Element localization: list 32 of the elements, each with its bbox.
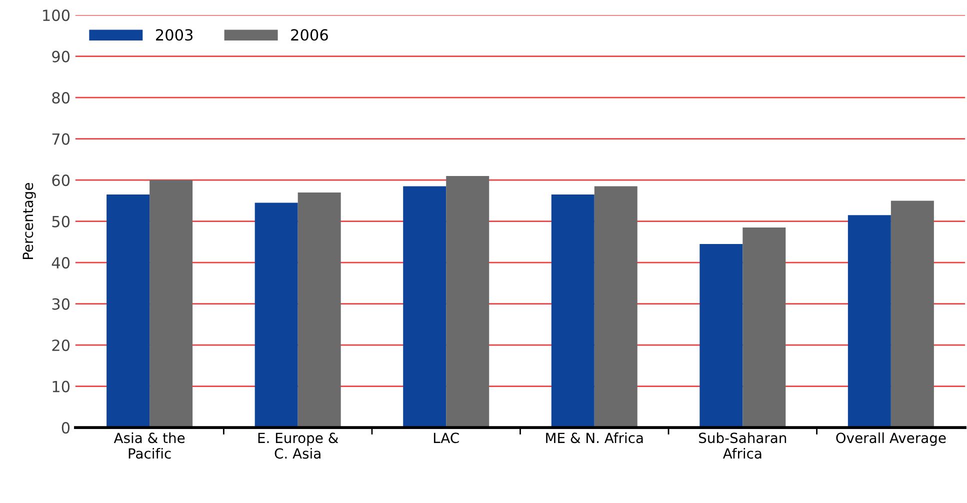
bar xyxy=(446,176,490,428)
y-tick-label: 50 xyxy=(52,216,70,228)
y-tick-label: 30 xyxy=(52,298,70,310)
x-tick-label: ME & N. Africa xyxy=(546,432,643,444)
bar xyxy=(298,192,341,428)
y-tick-label: 90 xyxy=(52,50,70,62)
y-tick-label: 100 xyxy=(43,10,70,22)
x-tick-label: Overall Average xyxy=(836,432,946,446)
x-tick-label: LAC xyxy=(434,432,459,444)
bar xyxy=(254,202,298,428)
bar xyxy=(700,244,743,428)
y-tick-label: 70 xyxy=(52,133,70,145)
y-tick-label: 60 xyxy=(52,174,70,186)
y-tick-label: 20 xyxy=(52,340,70,352)
bar xyxy=(890,200,934,428)
bar xyxy=(150,180,193,428)
y-tick-label: 80 xyxy=(52,92,70,104)
bar xyxy=(594,186,638,428)
bar xyxy=(106,194,150,428)
bar xyxy=(742,228,786,428)
legend-label: 2006 xyxy=(291,29,328,41)
y-axis-title: Percentage xyxy=(22,183,36,260)
x-tick-label: E. Europe & C. Asia xyxy=(258,432,338,459)
y-tick-label: 10 xyxy=(52,380,70,392)
bar xyxy=(551,194,594,428)
bar xyxy=(848,215,891,428)
legend-label: 2003 xyxy=(156,29,193,41)
x-tick-label: Asia & the Pacific xyxy=(114,432,185,459)
y-tick-label: 0 xyxy=(62,422,70,434)
y-tick-label: 40 xyxy=(52,257,70,269)
x-tick-label: Sub-Saharan Africa xyxy=(699,432,786,459)
bar xyxy=(403,186,446,428)
